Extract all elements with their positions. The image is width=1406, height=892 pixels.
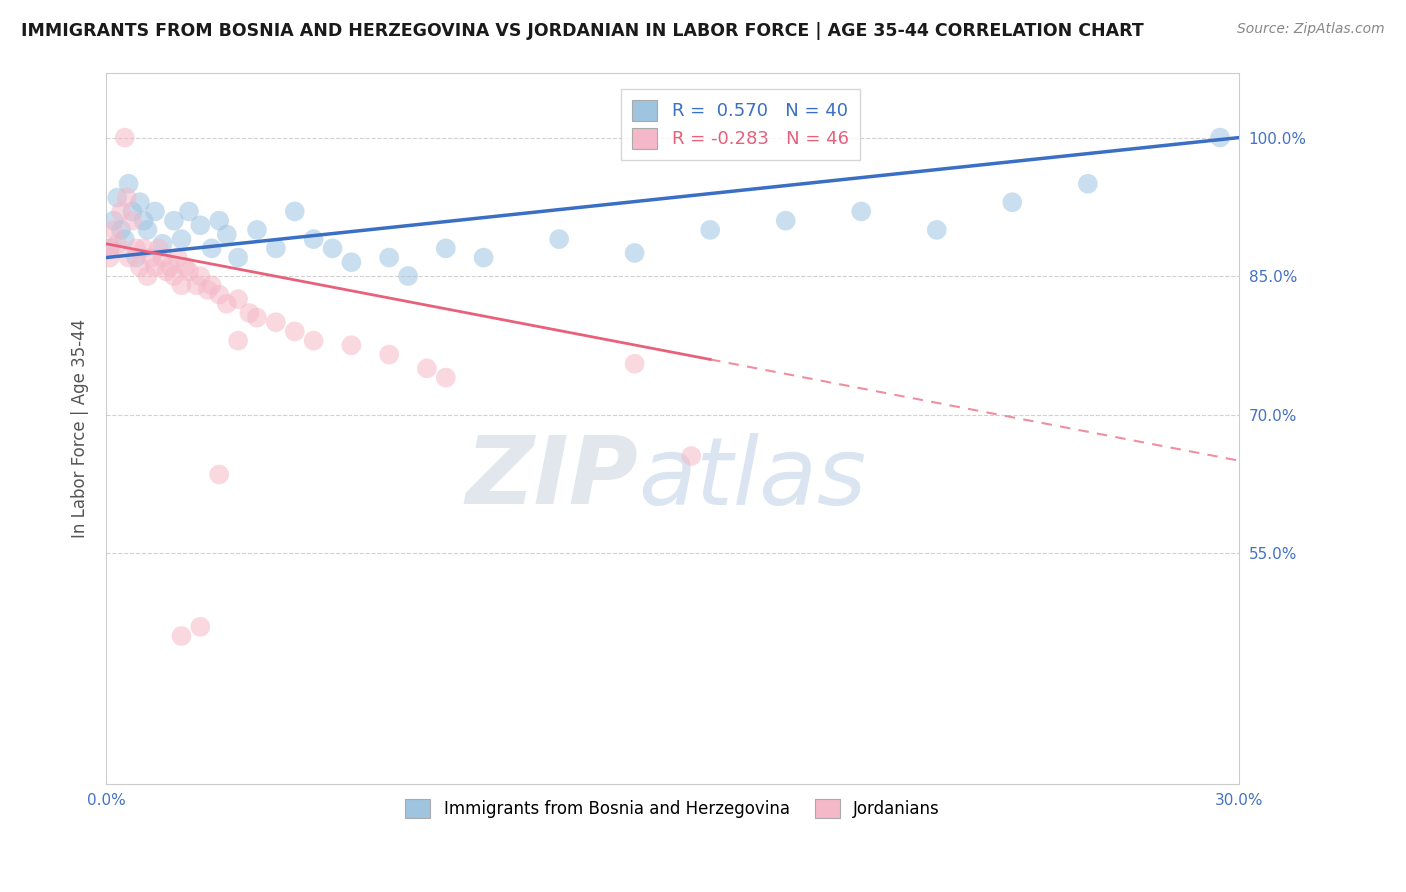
Point — [1001, 195, 1024, 210]
Point — [121, 213, 143, 227]
Point — [548, 232, 571, 246]
Point — [105, 191, 128, 205]
Point — [100, 241, 122, 255]
Point — [246, 310, 269, 325]
Point — [152, 236, 174, 251]
Point — [117, 251, 139, 265]
Point — [105, 236, 128, 251]
Point — [321, 241, 343, 255]
Point — [264, 315, 287, 329]
Point — [699, 223, 721, 237]
Point — [396, 268, 419, 283]
Point — [208, 467, 231, 482]
Legend: Immigrants from Bosnia and Herzegovina, Jordanians: Immigrants from Bosnia and Herzegovina, … — [398, 793, 946, 825]
Point — [201, 241, 224, 255]
Point — [125, 251, 148, 265]
Point — [302, 232, 325, 246]
Point — [284, 204, 307, 219]
Point — [170, 629, 193, 643]
Point — [174, 260, 197, 274]
Point — [115, 191, 138, 205]
Point — [246, 223, 269, 237]
Point — [121, 204, 143, 219]
Point — [197, 283, 219, 297]
Point — [103, 213, 125, 227]
Point — [103, 223, 125, 237]
Point — [226, 292, 249, 306]
Point — [114, 232, 136, 246]
Point — [163, 268, 186, 283]
Point — [378, 347, 401, 361]
Point — [125, 241, 148, 255]
Point — [170, 232, 193, 246]
Point — [132, 241, 155, 255]
Point — [416, 361, 439, 376]
Point — [110, 204, 132, 219]
Point — [114, 130, 136, 145]
Point — [623, 357, 645, 371]
Point — [170, 278, 193, 293]
Point — [623, 246, 645, 260]
Point — [238, 306, 260, 320]
Text: ZIP: ZIP — [465, 432, 638, 524]
Point — [264, 241, 287, 255]
Point — [148, 241, 170, 255]
Point — [284, 325, 307, 339]
Point — [302, 334, 325, 348]
Point — [201, 278, 224, 293]
Point — [152, 251, 174, 265]
Point — [226, 334, 249, 348]
Point — [925, 223, 948, 237]
Point — [166, 251, 188, 265]
Point — [163, 213, 186, 227]
Point — [188, 219, 211, 233]
Point — [136, 223, 159, 237]
Text: IMMIGRANTS FROM BOSNIA AND HERZEGOVINA VS JORDANIAN IN LABOR FORCE | AGE 35-44 C: IMMIGRANTS FROM BOSNIA AND HERZEGOVINA V… — [21, 22, 1144, 40]
Point — [681, 449, 703, 463]
Point — [136, 268, 159, 283]
Point — [340, 255, 363, 269]
Point — [177, 264, 200, 278]
Point — [208, 213, 231, 227]
Point — [1077, 177, 1099, 191]
Point — [208, 287, 231, 301]
Point — [434, 370, 457, 384]
Point — [226, 251, 249, 265]
Text: Source: ZipAtlas.com: Source: ZipAtlas.com — [1237, 22, 1385, 37]
Point — [141, 251, 163, 265]
Point — [155, 264, 177, 278]
Point — [215, 297, 238, 311]
Point — [177, 204, 200, 219]
Point — [129, 260, 152, 274]
Point — [98, 241, 121, 255]
Point — [378, 251, 401, 265]
Text: atlas: atlas — [638, 433, 866, 524]
Point — [110, 223, 132, 237]
Point — [188, 268, 211, 283]
Point — [340, 338, 363, 352]
Point — [186, 278, 208, 293]
Point — [851, 204, 873, 219]
Point — [132, 213, 155, 227]
Point — [143, 260, 166, 274]
Point — [434, 241, 457, 255]
Point — [98, 251, 121, 265]
Point — [129, 195, 152, 210]
Point — [215, 227, 238, 242]
Point — [472, 251, 495, 265]
Point — [1209, 130, 1232, 145]
Point — [159, 260, 181, 274]
Point — [143, 204, 166, 219]
Point — [117, 177, 139, 191]
Point — [775, 213, 797, 227]
Point — [188, 620, 211, 634]
Y-axis label: In Labor Force | Age 35-44: In Labor Force | Age 35-44 — [72, 318, 89, 538]
